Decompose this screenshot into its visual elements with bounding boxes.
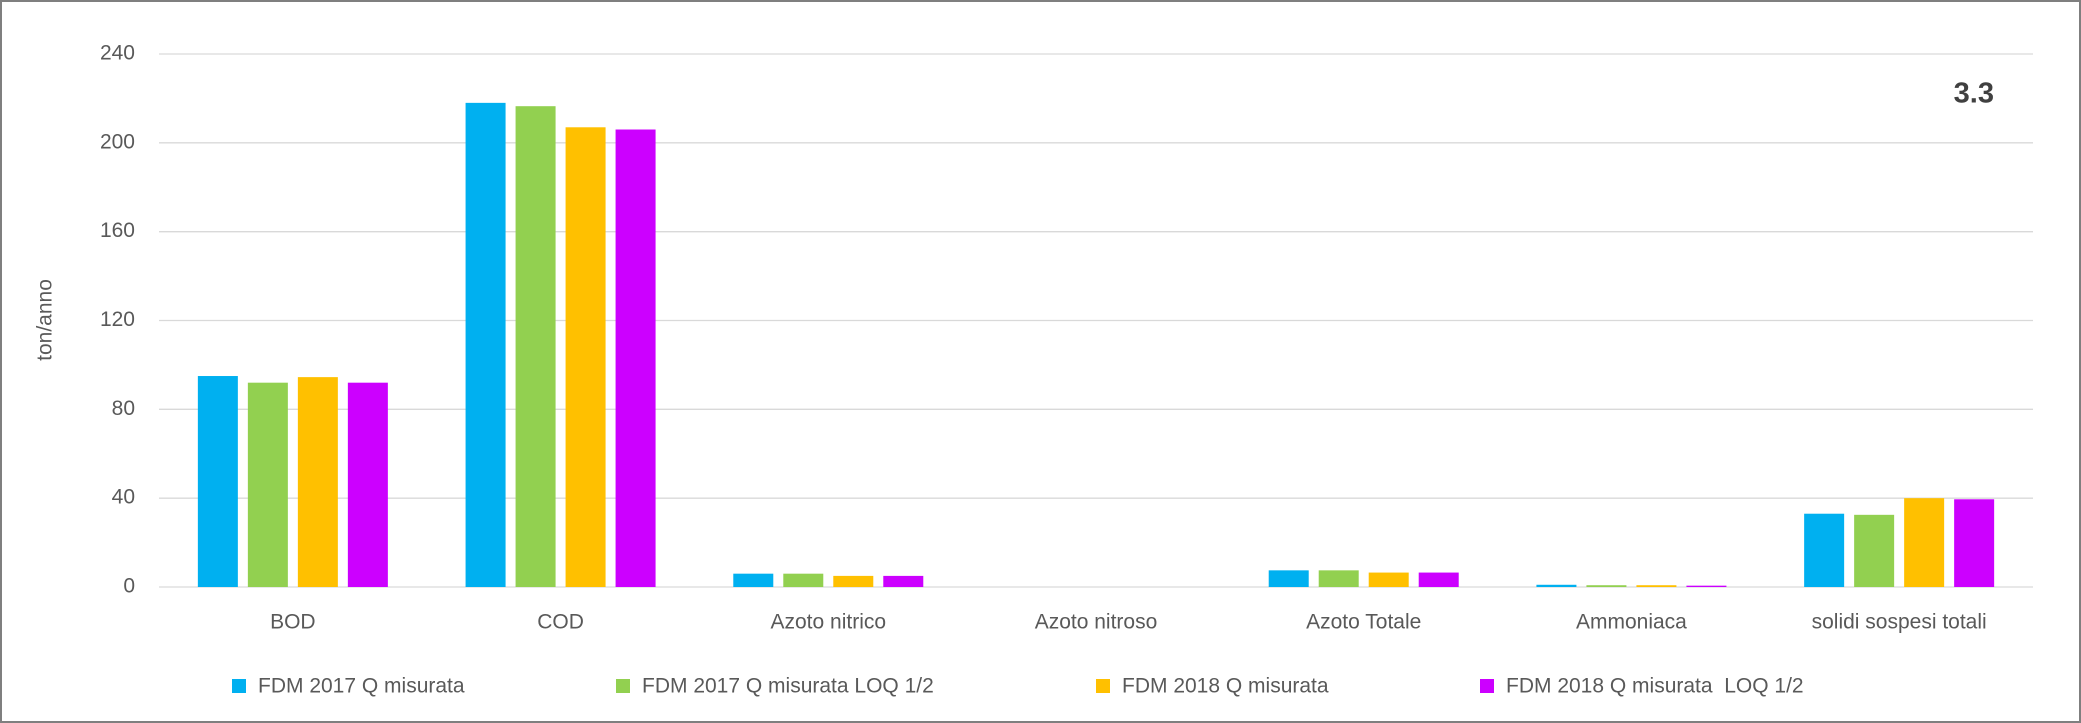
- x-tick-label: Azoto nitroso: [1035, 611, 1158, 634]
- y-tick-label: 200: [100, 130, 135, 153]
- bar: [247, 382, 288, 587]
- x-tick-label: Azoto nitrico: [771, 611, 887, 634]
- y-tick-label: 160: [100, 219, 135, 242]
- bar: [1904, 498, 1945, 587]
- bar: [1268, 570, 1309, 587]
- y-tick-label: 0: [123, 575, 135, 598]
- bar: [1954, 499, 1995, 587]
- bar: [733, 573, 774, 587]
- x-tick-label: BOD: [270, 611, 316, 634]
- bar: [1536, 584, 1577, 587]
- bar: [1804, 513, 1845, 587]
- bar: [833, 575, 874, 587]
- x-tick-label: Azoto Totale: [1306, 611, 1421, 634]
- bar: [515, 106, 556, 588]
- legend-label: FDM 2018 Q misurata LOQ 1/2: [1506, 675, 1804, 698]
- bar: [1318, 570, 1359, 587]
- bar: [347, 382, 388, 587]
- bar: [565, 127, 606, 587]
- y-tick-label: 120: [100, 308, 135, 331]
- x-tick-label: Ammoniaca: [1576, 611, 1687, 634]
- legend-label: FDM 2018 Q misurata: [1122, 675, 1329, 698]
- x-tick-label: COD: [537, 611, 584, 634]
- legend-marker: [616, 679, 630, 693]
- legend-label: FDM 2017 Q misurata LOQ 1/2: [642, 675, 934, 698]
- legend-marker: [1480, 679, 1494, 693]
- y-tick-label: 80: [112, 397, 135, 420]
- y-axis-label: ton/anno: [34, 279, 57, 361]
- legend-marker: [232, 679, 246, 693]
- bar: [1636, 585, 1677, 587]
- bar: [1418, 572, 1459, 587]
- bar: [1854, 514, 1895, 587]
- y-tick-label: 240: [100, 42, 135, 65]
- bar: [615, 129, 656, 587]
- bar: [297, 377, 338, 587]
- bar: [1686, 585, 1727, 587]
- bar: [783, 573, 824, 587]
- annotation: 3.3: [1954, 78, 1994, 110]
- bar: [1368, 572, 1409, 587]
- legend-marker: [1096, 679, 1110, 693]
- x-tick-label: solidi sospesi totali: [1812, 611, 1987, 634]
- legend-label: FDM 2017 Q misurata: [258, 675, 465, 698]
- bar: [1586, 585, 1627, 587]
- bar: [465, 102, 506, 587]
- y-tick-label: 40: [112, 486, 135, 509]
- bar: [883, 575, 924, 587]
- bar: [197, 376, 238, 587]
